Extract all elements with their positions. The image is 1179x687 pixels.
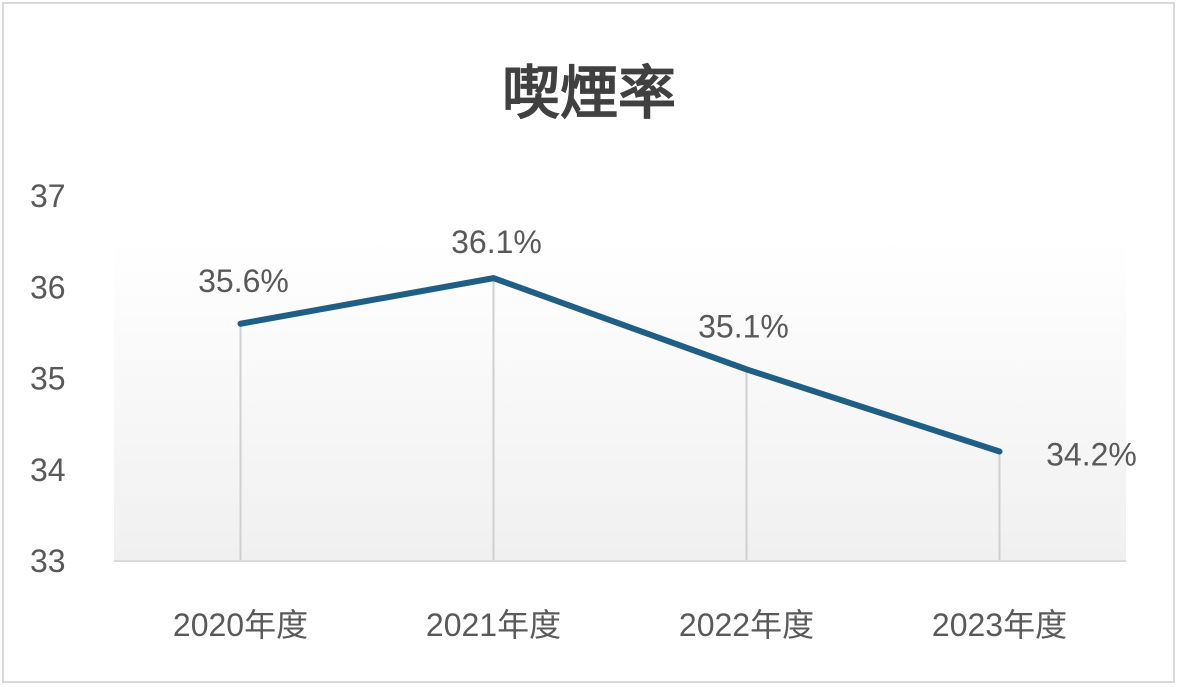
series-line: [237, 275, 1003, 455]
data-label: 35.6%: [198, 263, 289, 299]
chart-title: 喫煙率: [502, 59, 676, 127]
data-labels: 35.6% 36.1% 35.1% 34.2%: [198, 224, 1137, 472]
y-tick-label: 34: [30, 452, 66, 488]
x-tick-label: 2020年度: [173, 607, 308, 643]
y-tick-label: 37: [30, 178, 66, 214]
x-axis-ticks: 2020年度 2021年度 2022年度 2023年度: [173, 607, 1067, 643]
y-tick-label: 36: [30, 269, 66, 305]
drop-lines: [239, 278, 1001, 561]
y-tick-label: 33: [30, 543, 66, 579]
data-label: 35.1%: [698, 308, 789, 344]
data-label: 34.2%: [1046, 437, 1137, 473]
data-label: 36.1%: [451, 224, 542, 260]
plot-area: [114, 238, 1126, 561]
y-tick-label: 35: [30, 361, 66, 397]
x-tick-label: 2021年度: [426, 607, 561, 643]
x-tick-label: 2023年度: [932, 607, 1067, 643]
y-axis-ticks: 33 34 35 36 37: [30, 178, 66, 579]
x-tick-label: 2022年度: [679, 607, 814, 643]
